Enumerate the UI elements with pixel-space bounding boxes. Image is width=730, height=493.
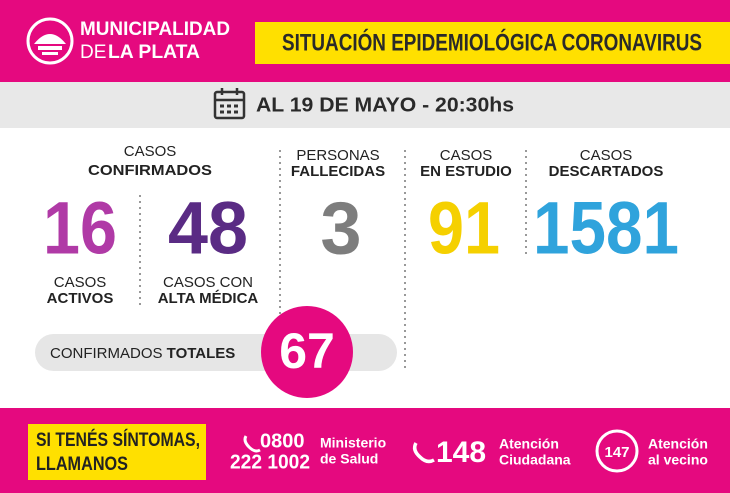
contact-label: de Salud [320,451,378,467]
stat-value: 1581 [533,187,679,270]
contact-label: Atención [499,436,559,452]
stat-label: DESCARTADOS [549,163,664,180]
phone-icon [243,435,261,453]
callout: LLAMANOS [36,454,128,475]
stat-label: CASOS CON [163,274,253,291]
contact-number: 222 1002 [230,451,310,473]
title-box [255,22,730,64]
totals-label: CONFIRMADOS TOTALES [50,345,235,362]
stat-label: EN ESTUDIO [420,163,512,180]
stat-value: 16 [43,187,117,270]
stat-value: 3 [320,187,361,270]
stat-label: PERSONAS [296,147,379,164]
stat-label: CASOS [580,147,633,164]
phone-icon [412,442,435,464]
totals-label: CONFIRMADOS [50,345,163,362]
date-band [0,82,730,128]
contact-label: Ministerio [320,435,386,451]
stat-label: FALLECIDAS [291,163,385,180]
contact-number: 0800 [260,430,305,452]
contact-label: al vecino [648,452,708,468]
contact-number: 147 [604,444,629,461]
logo [26,17,74,65]
date: AL 19 DE MAYO - 20:30hs [256,94,514,116]
stat-heading: CASOS [124,143,177,160]
stat-label: CASOS [440,147,493,164]
callout: SI TENÉS SÍNTOMAS, [36,429,200,451]
contact-label: Atención [648,436,708,452]
totals-value: 67 [279,323,335,379]
callout-box [28,424,206,480]
contact-badge [595,429,639,473]
stat-label: ALTA MÉDICA [158,290,259,307]
totals-label-bold: TOTALES [167,345,236,362]
org-name: MUNICIPALIDAD [80,19,230,40]
stat-value: 91 [428,187,500,270]
contact-number: 148 [436,436,486,469]
stat-label: CASOS [54,274,107,291]
calendar-icon [213,88,246,120]
contact-label: Ciudadana [499,452,571,468]
stat-heading: CONFIRMADOS [88,162,212,179]
title: SITUACIÓN EPIDEMIOLÓGICA CORONAVIRUS [282,28,702,56]
org-name-prefix: DE [80,42,106,63]
totals-circle [261,306,353,398]
stat-value: 48 [168,187,248,270]
stat-label: ACTIVOS [47,290,114,307]
org-name-bold: LA PLATA [108,42,200,63]
